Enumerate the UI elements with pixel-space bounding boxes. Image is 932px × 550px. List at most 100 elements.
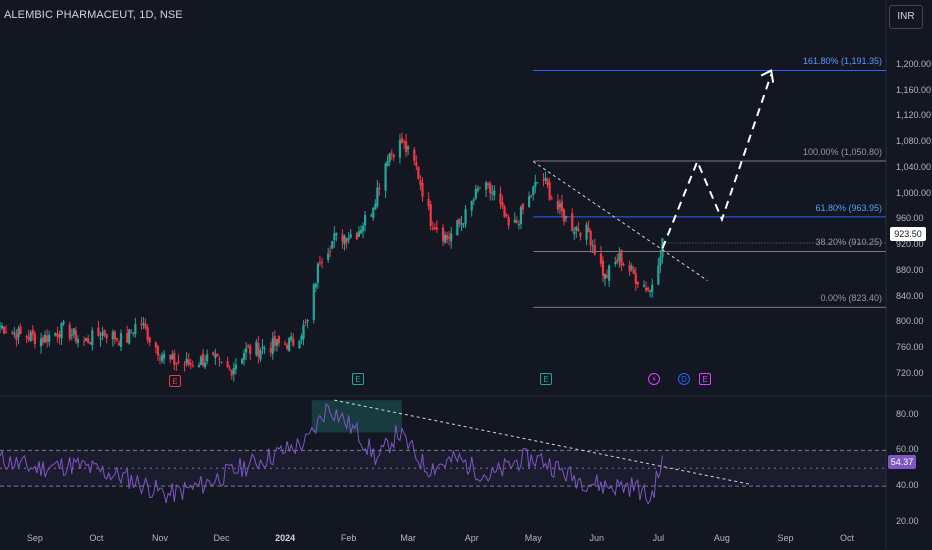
candle-body bbox=[517, 224, 520, 226]
earnings-red-marker[interactable]: E bbox=[169, 375, 181, 387]
candle-body bbox=[314, 283, 317, 288]
candle-body bbox=[636, 281, 639, 285]
candle-body bbox=[417, 167, 420, 179]
candle-body bbox=[335, 232, 338, 236]
candle-body bbox=[419, 180, 422, 185]
dividend-marker[interactable]: D bbox=[678, 373, 690, 385]
candle-body bbox=[448, 236, 451, 239]
price-tick-label: 1,000.00 bbox=[896, 187, 932, 198]
candle-body bbox=[48, 334, 51, 342]
candle-body bbox=[378, 187, 381, 189]
currency-button[interactable]: INR bbox=[889, 5, 923, 29]
time-tick-label: Dec bbox=[213, 533, 230, 543]
candle-body bbox=[162, 353, 166, 359]
candle-body bbox=[507, 217, 510, 226]
price-tick-label: 960.00 bbox=[896, 213, 924, 224]
candle-body bbox=[513, 219, 516, 223]
candle-body bbox=[132, 333, 135, 335]
candle-body bbox=[564, 215, 568, 219]
earnings-purple-marker[interactable]: E bbox=[699, 373, 711, 385]
candle-body bbox=[431, 227, 434, 229]
candle-body bbox=[587, 227, 590, 233]
price-tick-label: 800.00 bbox=[896, 316, 924, 327]
candle-body bbox=[519, 206, 523, 225]
candle-body bbox=[556, 200, 559, 210]
candle-body bbox=[528, 196, 531, 208]
candle-body bbox=[201, 353, 205, 366]
candle-body bbox=[499, 193, 502, 204]
candle-body bbox=[228, 368, 231, 370]
price-tick-label: 1,200.00 bbox=[896, 58, 932, 69]
candle-body bbox=[605, 275, 609, 278]
candle-body bbox=[435, 227, 438, 230]
candle-body bbox=[261, 346, 264, 349]
candle-body bbox=[56, 333, 59, 337]
candle-body bbox=[111, 331, 114, 340]
candle-body bbox=[0, 325, 4, 329]
candle-body bbox=[158, 357, 162, 359]
candle-body bbox=[562, 209, 566, 222]
candle-body bbox=[187, 359, 190, 366]
time-tick-label: Aug bbox=[713, 533, 730, 543]
candle-body bbox=[349, 234, 352, 238]
candle-body bbox=[603, 273, 607, 279]
candle-body bbox=[31, 329, 34, 335]
candle-body bbox=[318, 262, 322, 264]
candle-body bbox=[283, 343, 287, 345]
candle-body bbox=[216, 353, 219, 357]
candle-body bbox=[404, 141, 408, 153]
candle-body bbox=[306, 320, 309, 322]
candle-body bbox=[115, 337, 119, 341]
candle-body bbox=[548, 182, 551, 200]
candle-body bbox=[39, 338, 43, 347]
candle-body bbox=[218, 358, 221, 360]
candle-body bbox=[226, 361, 229, 368]
candle-body bbox=[300, 336, 303, 341]
candle-body bbox=[616, 259, 619, 263]
candle-body bbox=[530, 195, 533, 197]
earnings-green-marker[interactable]: E bbox=[540, 373, 552, 385]
candle-body bbox=[156, 346, 160, 356]
split-marker[interactable]: ⚡ bbox=[648, 373, 660, 385]
candle-body bbox=[386, 161, 389, 167]
time-tick-label: Mar bbox=[400, 533, 416, 543]
candle-body bbox=[464, 209, 467, 225]
candle-body bbox=[119, 333, 123, 347]
candle-body bbox=[347, 238, 350, 241]
candle-body bbox=[99, 338, 102, 340]
symbol-title[interactable]: ALEMBIC PHARMACEUT, 1D, NSE bbox=[4, 9, 183, 21]
candle-body bbox=[87, 338, 90, 344]
candle-body bbox=[402, 141, 406, 143]
candle-body bbox=[388, 153, 391, 162]
candle-body bbox=[128, 329, 131, 344]
time-tick-label: Jun bbox=[589, 533, 605, 543]
candle-body bbox=[558, 203, 562, 208]
price-tick-label: 880.00 bbox=[896, 264, 924, 275]
candle-body bbox=[491, 192, 494, 194]
candle-body bbox=[191, 365, 194, 367]
candle-body bbox=[573, 231, 576, 235]
candle-body bbox=[374, 203, 377, 210]
candle-body bbox=[277, 336, 281, 344]
candle-body bbox=[400, 138, 404, 143]
candle-body bbox=[298, 340, 301, 349]
candles bbox=[0, 132, 664, 382]
candle-body bbox=[355, 232, 358, 240]
candle-body bbox=[542, 179, 545, 181]
candle-body bbox=[113, 331, 116, 340]
candle-body bbox=[534, 182, 537, 187]
candle-body bbox=[199, 356, 203, 366]
candle-body bbox=[489, 183, 492, 194]
candle-body bbox=[544, 177, 547, 181]
rsi-trendline bbox=[334, 399, 751, 485]
candle-body bbox=[249, 345, 252, 354]
candle-body bbox=[146, 327, 149, 340]
candle-body bbox=[460, 223, 463, 226]
candle-body bbox=[177, 361, 180, 363]
candle-body bbox=[160, 355, 164, 362]
candle-body bbox=[343, 235, 346, 245]
candle-body bbox=[214, 354, 217, 359]
earnings-green-marker[interactable]: E bbox=[352, 373, 364, 385]
candle-body bbox=[273, 336, 276, 347]
